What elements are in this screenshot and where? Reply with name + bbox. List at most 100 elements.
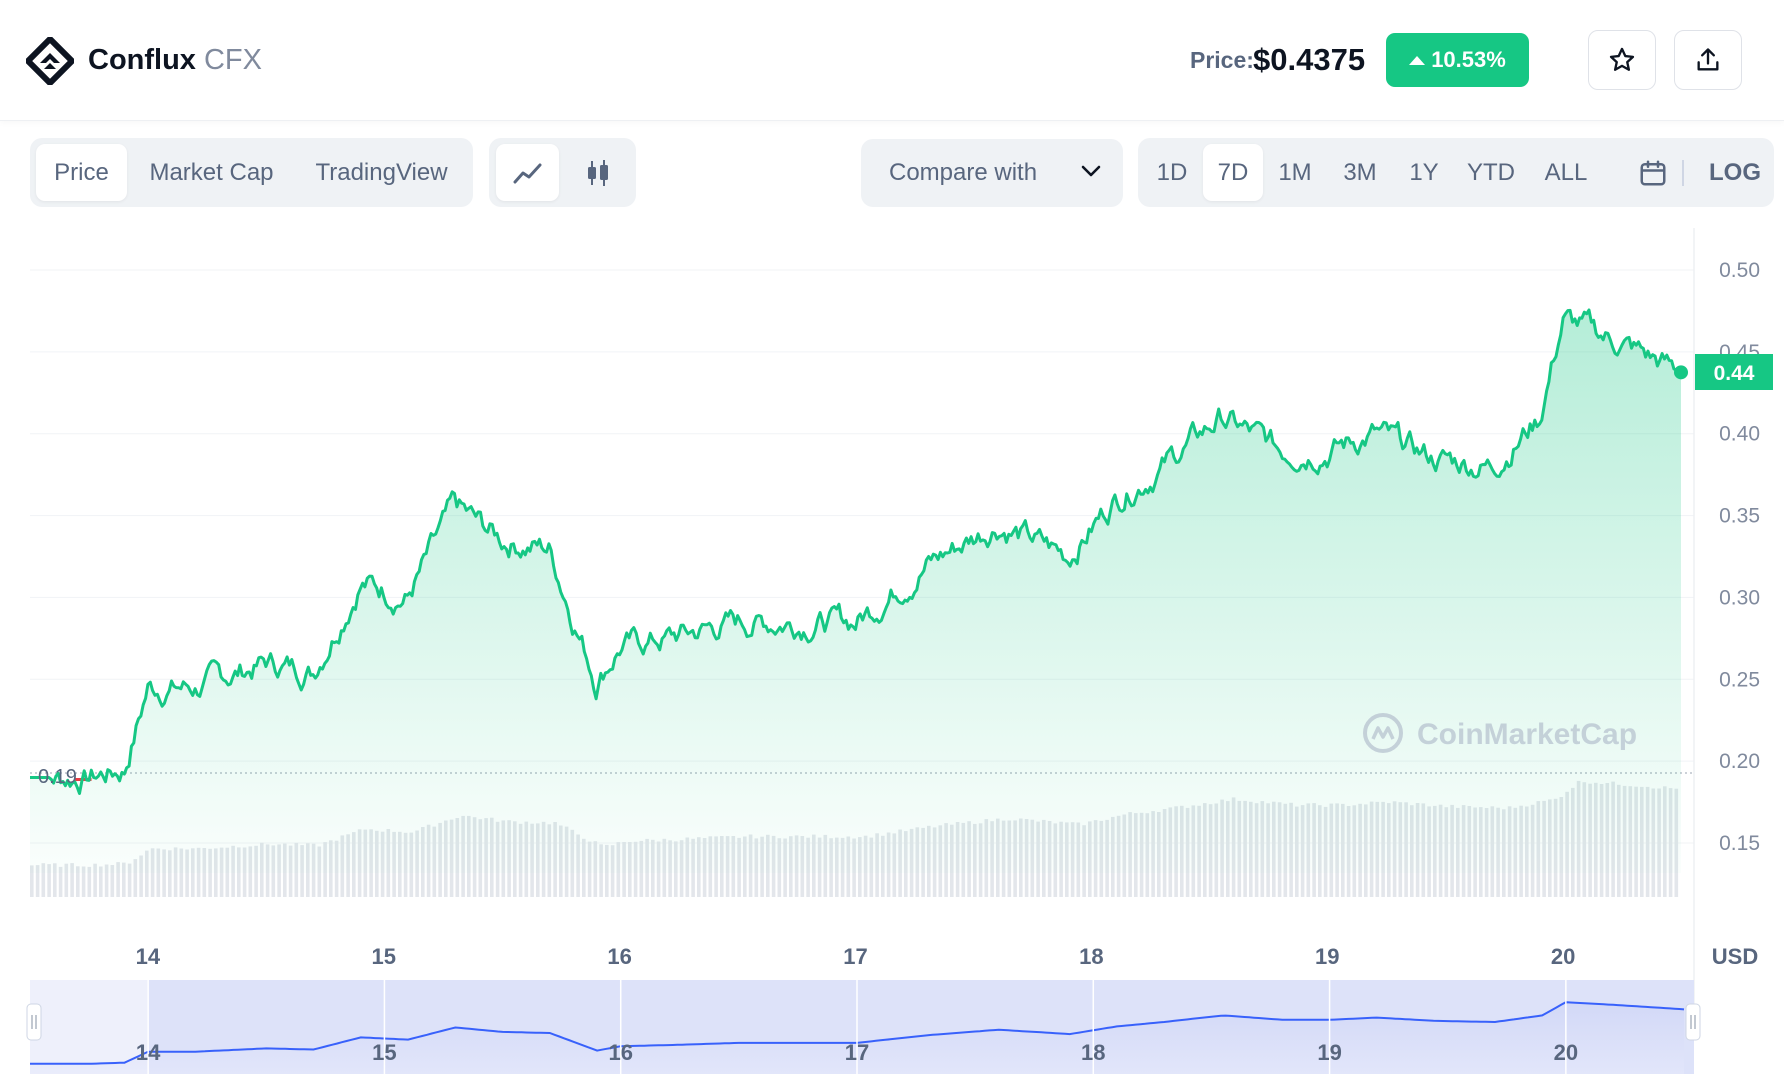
- coin-name: Conflux: [88, 44, 196, 76]
- coinmarketcap-logo-icon: [1363, 713, 1403, 753]
- range-all[interactable]: ALL: [1544, 158, 1588, 186]
- volume-bar: [122, 862, 126, 897]
- range-1m[interactable]: 1M: [1278, 158, 1312, 186]
- tab-market-cap[interactable]: Market Cap: [149, 158, 274, 186]
- tab-price[interactable]: Price: [36, 144, 127, 201]
- star-icon: [1609, 47, 1635, 71]
- price-line: [30, 308, 1682, 795]
- range-ytd[interactable]: YTD: [1467, 158, 1515, 186]
- candlestick-icon: [587, 159, 608, 186]
- log-scale-toggle[interactable]: LOG: [1709, 158, 1761, 186]
- calendar-icon: [1640, 160, 1666, 185]
- navigator-tick-label: 18: [1081, 1040, 1105, 1065]
- volume-bar: [58, 866, 63, 897]
- volume-bar: [104, 864, 109, 897]
- watchlist-star-button[interactable]: [1588, 30, 1656, 90]
- chart-type-toggle: [489, 138, 636, 207]
- y-tick-label: 0.30: [1719, 586, 1760, 609]
- x-tick-label: 16: [607, 944, 631, 969]
- volume-bar: [110, 865, 115, 897]
- volume-bar: [162, 849, 166, 897]
- volume-bar: [76, 866, 80, 897]
- tab-tradingview[interactable]: TradingView: [315, 158, 448, 186]
- y-tick-label: 0.35: [1719, 505, 1760, 528]
- volume-bar: [41, 863, 46, 897]
- coin-title: Conflux CFX: [88, 44, 262, 77]
- share-button[interactable]: [1674, 30, 1742, 90]
- time-range-tabs: 1D 7D 1M 3M 1Y YTD ALL LOG: [1138, 138, 1774, 207]
- view-tabs: Price Market Cap TradingView: [30, 138, 473, 207]
- volume-bar: [133, 859, 138, 897]
- currency-label: USD: [1712, 944, 1758, 969]
- share-icon: [1697, 48, 1719, 71]
- compare-with-dropdown[interactable]: Compare with: [861, 139, 1123, 207]
- navigator-left-handle[interactable]: [26, 1003, 42, 1041]
- chevron-down-icon: [1081, 165, 1101, 177]
- navigator-tick-label: 16: [608, 1040, 632, 1065]
- navigator-area: [30, 1002, 1684, 1074]
- volume-bar: [47, 864, 51, 897]
- navigator-right-handle[interactable]: [1685, 1003, 1701, 1041]
- volume-bar: [93, 863, 97, 897]
- candlestick-button[interactable]: [566, 144, 629, 201]
- navigator-tick-label: 17: [845, 1040, 869, 1065]
- y-axis-ticks: 0.500.450.400.350.300.250.200.15: [1719, 259, 1760, 855]
- volume-bar: [99, 866, 103, 897]
- x-axis-ticks: 14 15 16 17 18 19 20: [136, 944, 1576, 969]
- price-change-badge: 10.53%: [1386, 33, 1529, 87]
- price-change-value: 10.53%: [1431, 47, 1506, 72]
- volume-bar: [145, 850, 149, 897]
- x-tick-label: 14: [136, 944, 161, 969]
- volume-bar: [185, 849, 189, 897]
- compare-label: Compare with: [889, 159, 1038, 186]
- y-tick-label: 0.40: [1719, 423, 1760, 446]
- baseline-label: 0.19: [38, 766, 77, 788]
- range-1y[interactable]: 1Y: [1409, 158, 1439, 186]
- line-chart-icon: [513, 163, 541, 183]
- range-7d[interactable]: 7D: [1203, 144, 1263, 201]
- x-tick-label: 18: [1079, 944, 1103, 969]
- volume-bar: [35, 865, 40, 897]
- navigator-ticks: 14 15 16 17 18 19 20: [136, 980, 1578, 1074]
- volume-bar: [168, 850, 172, 897]
- current-price-tag-text: 0.44: [1714, 362, 1755, 385]
- current-price-dot: [1674, 365, 1688, 380]
- volume-bar: [139, 855, 143, 897]
- x-tick-label: 17: [843, 944, 867, 969]
- y-tick-label: 0.50: [1719, 259, 1760, 282]
- header: Conflux CFX Price: $0.4375 10.53%: [0, 0, 1784, 121]
- y-tick-label: 0.15: [1719, 832, 1760, 855]
- navigator-tick-label: 15: [372, 1040, 396, 1065]
- volume-bar: [116, 862, 120, 897]
- line-chart-button[interactable]: [496, 144, 559, 201]
- current-price-tag: [1695, 354, 1773, 390]
- x-tick-label: 19: [1315, 944, 1339, 969]
- price-area-fill: [30, 310, 1681, 873]
- price-label: Price:: [1190, 47, 1254, 73]
- volume-bar: [30, 865, 34, 897]
- volume-bar: [87, 866, 92, 897]
- y-tick-label: 0.20: [1719, 750, 1760, 773]
- volume-bar: [127, 863, 132, 897]
- navigator-tick-label: 20: [1554, 1040, 1578, 1065]
- date-range-button[interactable]: [1624, 144, 1682, 201]
- triangle-up-icon: [1409, 55, 1426, 65]
- y-tick-label: 0.25: [1719, 668, 1760, 691]
- volume-bar: [70, 863, 74, 897]
- volume-bar: [64, 863, 69, 897]
- navigator-tick-label: 19: [1317, 1040, 1341, 1065]
- coin-symbol: CFX: [203, 44, 262, 76]
- x-tick-label: 15: [372, 944, 396, 969]
- conflux-logo-icon: [26, 37, 74, 85]
- toolbar-divider: [1682, 160, 1684, 186]
- range-3m[interactable]: 3M: [1343, 158, 1377, 186]
- range-1d[interactable]: 1D: [1156, 158, 1188, 186]
- volume-bar: [53, 863, 57, 897]
- watermark: CoinMarketCap: [1363, 713, 1637, 753]
- price-value: $0.4375: [1253, 42, 1366, 77]
- x-tick-label: 20: [1551, 944, 1575, 969]
- volume-bar: [81, 866, 86, 897]
- watermark-text: CoinMarketCap: [1417, 718, 1637, 751]
- navigator-tick-label: 14: [136, 1040, 161, 1065]
